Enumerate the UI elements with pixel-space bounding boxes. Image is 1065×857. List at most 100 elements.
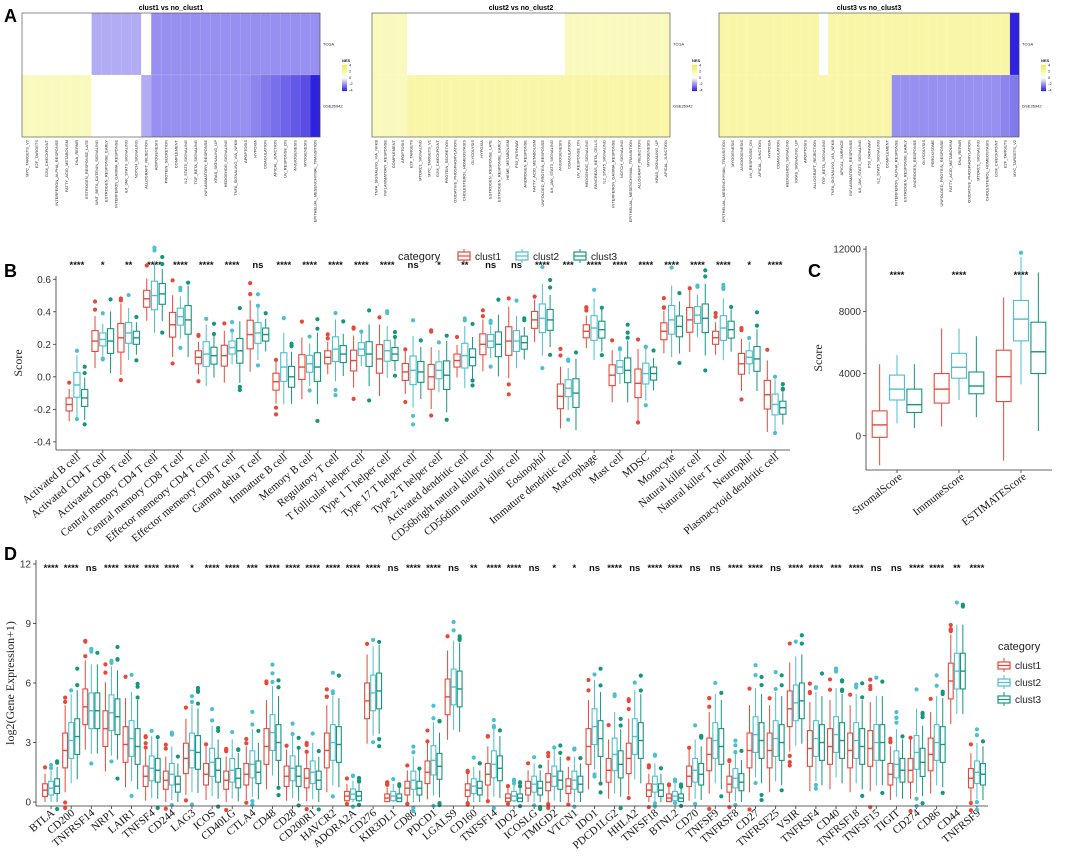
box-outlier-point xyxy=(940,691,945,697)
heatmap-row-label: GSE26942 xyxy=(323,104,343,109)
heatmap-cell xyxy=(1009,12,1020,76)
box-outlier-point xyxy=(270,679,275,685)
heatmap-cell xyxy=(718,12,729,76)
box-outlier-point xyxy=(83,654,88,659)
box-outlier-point xyxy=(739,397,744,402)
heatmap-column-label: PEROXISOME xyxy=(930,140,935,167)
heatmap-cell xyxy=(503,74,513,138)
box-outlier-point xyxy=(405,763,410,768)
box-body xyxy=(906,388,923,413)
box-outlier-point xyxy=(827,677,833,682)
box-outlier-point xyxy=(160,261,165,267)
box-outlier-point xyxy=(465,768,470,773)
significance-mark: ns xyxy=(388,563,399,574)
heatmap-cell xyxy=(520,74,531,138)
heatmap-cell xyxy=(590,74,601,138)
box-outlier-point xyxy=(546,754,551,759)
box-outlier-point xyxy=(669,265,674,270)
box-outlier-point xyxy=(860,793,865,798)
heatmap-column-label: ANGIOGENESIS xyxy=(739,140,744,171)
significance-mark: **** xyxy=(346,563,361,574)
heatmap-cell xyxy=(973,74,984,138)
box-outlier-point xyxy=(646,765,651,770)
box-outlier-point xyxy=(325,332,330,337)
significance-mark: **** xyxy=(205,563,220,574)
box-outlier-point xyxy=(799,641,804,646)
heatmap-cell xyxy=(220,74,232,138)
box-outlier-point xyxy=(759,674,764,680)
box-outlier-point xyxy=(833,666,839,671)
box-outlier-point xyxy=(848,692,853,697)
significance-mark: **** xyxy=(587,260,602,271)
box-outlier-point xyxy=(753,673,758,678)
box-outlier-point xyxy=(606,723,611,728)
box-outlier-point xyxy=(244,741,249,746)
significance-mark: ns xyxy=(511,260,522,271)
box-outlier-point xyxy=(196,333,201,338)
box-outlier-point xyxy=(632,680,637,685)
box-outlier-point xyxy=(118,378,123,383)
heatmap-column-label: G2M_CHECKPOINT xyxy=(44,139,49,177)
box-outlier-point xyxy=(74,348,80,353)
box-outlier-point xyxy=(759,792,764,798)
heatmap-column-label: EPITHELIAL_MESENCHYMAL_TRANSITION xyxy=(312,140,317,222)
heatmap-cell xyxy=(891,12,902,76)
heatmap-cell xyxy=(250,74,261,138)
heatmap-cell xyxy=(538,12,548,76)
box-outlier-point xyxy=(707,696,712,701)
heatmap-cell xyxy=(512,12,522,76)
significance-mark: **** xyxy=(302,260,317,271)
heatmap-cell xyxy=(21,12,33,76)
heatmap-cell xyxy=(450,74,461,138)
box-outlier-point xyxy=(578,756,583,761)
box-outlier-point xyxy=(324,694,329,699)
box-outlier-point xyxy=(759,682,764,688)
heatmap-title: clust3 vs no_clust3 xyxy=(837,5,902,12)
heatmap-row-label: TCGA xyxy=(323,42,334,47)
box-outlier-point xyxy=(324,687,329,692)
box-outlier-point xyxy=(643,344,648,349)
heatmap-column-label: ALLOGRAFT_REJECTION xyxy=(812,140,817,189)
heatmap-cell xyxy=(617,12,627,76)
box-outlier-point xyxy=(739,328,744,333)
box-outlier-point xyxy=(63,805,68,811)
significance-mark: **** xyxy=(426,563,441,574)
box-outlier-point xyxy=(129,672,134,677)
box-outlier-point xyxy=(230,729,235,735)
box-outlier-point xyxy=(948,622,953,628)
box-outlier-point xyxy=(256,728,261,733)
heatmap-cell xyxy=(791,12,802,76)
significance-mark: *** xyxy=(830,563,841,574)
significance-mark: **** xyxy=(70,260,85,271)
legend-label-clust2: clust2 xyxy=(533,252,560,263)
heatmap-legend-swatch xyxy=(342,71,347,73)
box-outlier-point xyxy=(625,322,630,327)
box-outlier-point xyxy=(480,308,485,313)
heatmap-cell xyxy=(141,74,152,138)
heatmap-column-label: HEDGEHOG_SIGNALING xyxy=(223,140,228,187)
heatmap-cell xyxy=(955,12,965,76)
panel-b-label: B xyxy=(4,261,17,281)
box-outlier-point xyxy=(908,808,913,814)
heatmap-legend-swatch xyxy=(342,67,347,69)
box-outlier-point xyxy=(491,723,496,729)
box-outlier-point xyxy=(727,758,732,763)
box-outlier-point xyxy=(109,660,114,666)
box-body xyxy=(871,410,888,438)
heatmap-cell xyxy=(200,12,212,76)
heatmap-legend-swatch xyxy=(692,89,697,92)
box-outlier-point xyxy=(152,248,157,253)
legend-title: category xyxy=(398,251,441,263)
box-outlier-point xyxy=(773,686,778,692)
heatmap-title: clust1 vs no_clust1 xyxy=(139,5,204,12)
heatmap-column-label: TNFA_SIGNALING_VIA_NFKB xyxy=(374,140,379,196)
heatmap-legend-swatch xyxy=(1041,67,1046,69)
heatmap-column-label: IL2_STAT5_SIGNALING xyxy=(183,140,188,184)
box-outlier-point xyxy=(333,393,338,398)
box-outlier-point xyxy=(538,806,543,812)
heatmap-cell xyxy=(782,74,793,138)
heatmap-column-label: APICAL_SURFACE xyxy=(839,140,844,176)
box-outlier-point xyxy=(444,417,449,422)
heatmap-cell xyxy=(520,12,531,76)
heatmap-cell xyxy=(101,74,112,138)
